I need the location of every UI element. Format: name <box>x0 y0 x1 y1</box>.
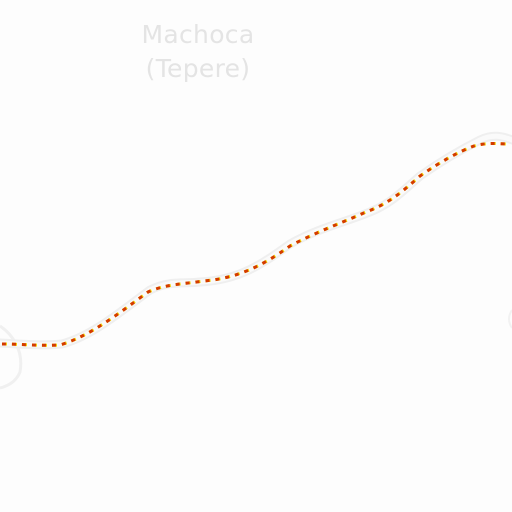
place-alt-name: (Tepere) <box>145 54 251 83</box>
place-name: Machoca <box>141 20 255 49</box>
terrain-edge-right <box>508 309 512 329</box>
place-label: Machoca (Tepere) <box>118 18 278 86</box>
railway-line <box>1 142 509 347</box>
railway-line-base <box>1 142 509 347</box>
road-fill <box>0 133 512 348</box>
terrain-edge-left <box>0 324 23 390</box>
